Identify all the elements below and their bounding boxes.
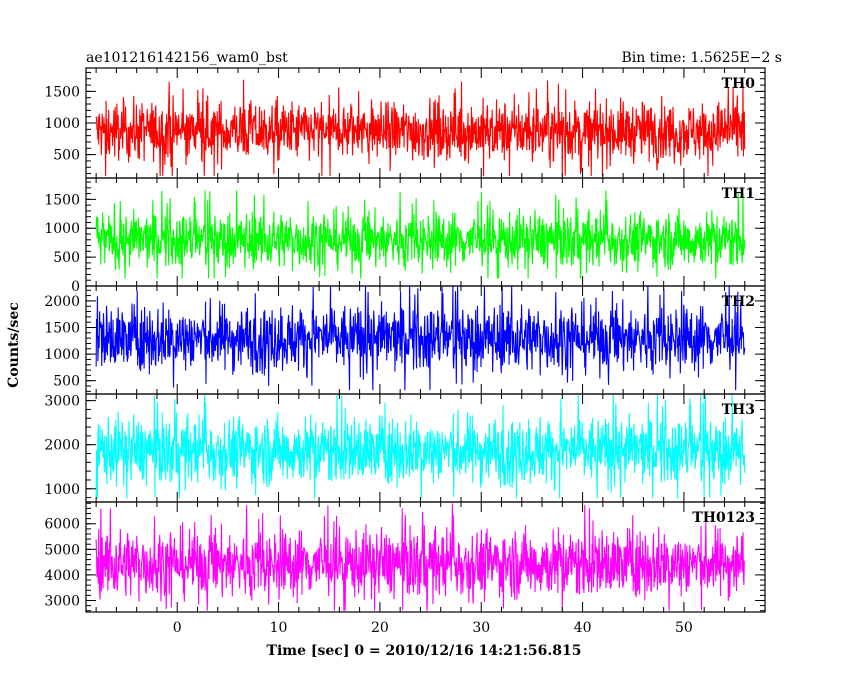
y-tick-label: 5000 [44,542,80,558]
y-tick-label: 1000 [44,347,80,363]
y-tick-label: 1000 [44,221,80,237]
panel-th1: 0 500 1000 1500 TH1 [44,177,766,295]
y-tick-label: 1000 [44,482,80,498]
y-tick-label: 500 [53,250,80,266]
x-tick-label: 30 [472,620,490,636]
panel-label: TH0 [722,76,756,92]
series-th0 [95,79,746,177]
panel-label: TH0123 [692,510,755,526]
x-axis-label: Time [sec] 0 = 2010/12/16 14:21:56.815 [267,643,582,659]
panel-label: TH1 [722,186,755,202]
y-tick-label: 1500 [44,320,80,336]
y-tick-label: 1500 [44,84,80,100]
panel-label: TH3 [722,402,755,418]
bin-time-label: Bin time: 1.5625E−2 s [621,50,782,66]
y-tick-label: 6000 [44,517,80,533]
panel-th0123: 3000 4000 5000 6000 TH0123 [44,501,766,613]
y-tick-label: 1500 [44,192,80,208]
y-tick-label: 2000 [44,294,80,310]
series-th1 [95,190,746,279]
y-tick-label: 1000 [44,116,80,132]
panel-th3: 1000 2000 3000 TH3 [44,393,766,503]
y-tick-label: 3000 [44,394,80,410]
series-th0123 [95,503,745,611]
y-tick-label: 3000 [44,593,80,609]
y-axis-label: Counts/sec [6,302,22,388]
panel-th0: 500 1000 1500 TH0 [44,67,766,179]
panel-frame [85,501,766,613]
chart-title: ae101216142156_wam0_bst [86,50,288,66]
x-tick-label: 0 [173,620,182,636]
series-th3 [95,394,746,499]
y-tick-label: 500 [53,374,80,390]
y-tick-label: 0 [71,279,80,295]
x-tick-label: 20 [371,620,389,636]
series-th2 [95,286,746,391]
panel-label: TH2 [722,294,755,310]
y-tick-label: 500 [53,148,80,164]
x-tick-label: 40 [574,620,592,636]
y-tick-label: 4000 [44,568,80,584]
x-tick-label: 50 [675,620,693,636]
panel-th2: 500 1000 1500 2000 TH2 [44,285,766,395]
y-tick-label: 2000 [44,438,80,454]
x-tick-label: 10 [270,620,288,636]
